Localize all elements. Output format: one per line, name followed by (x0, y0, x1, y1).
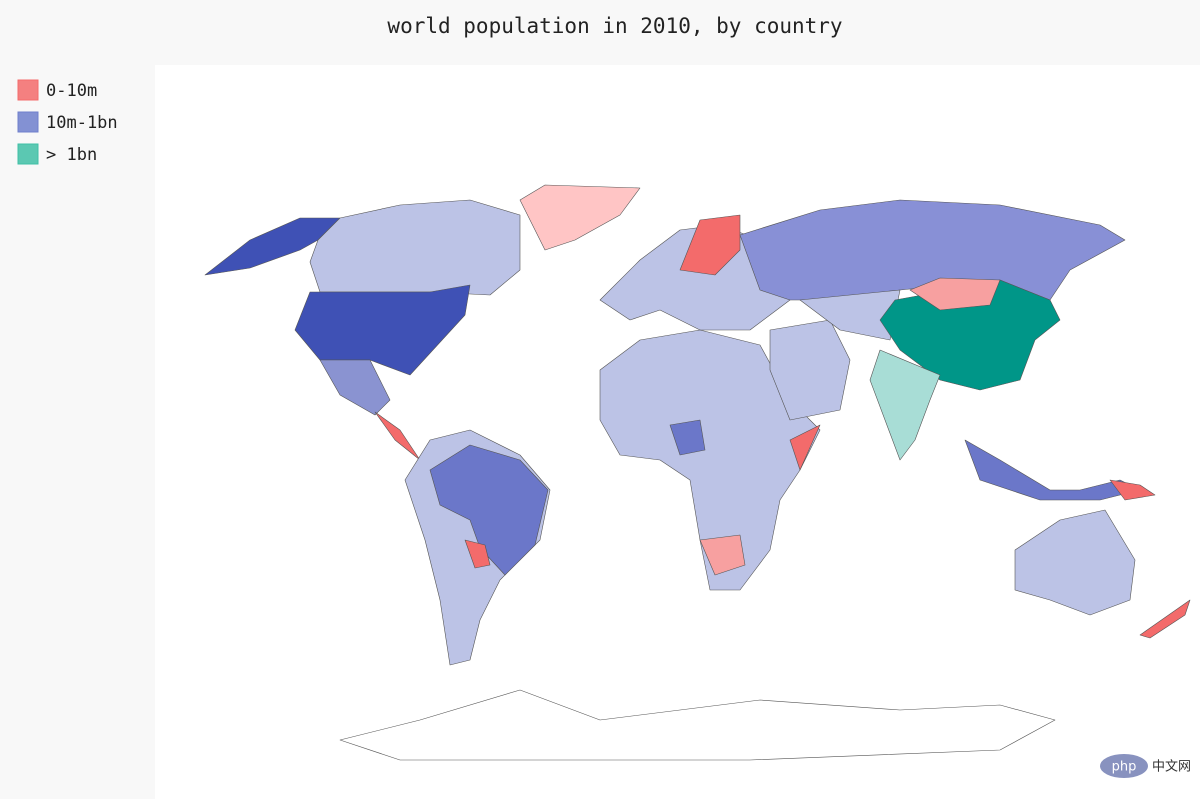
country (519, 184, 641, 251)
country (1109, 479, 1156, 501)
chart-title: world population in 2010, by country (387, 14, 842, 38)
country (869, 349, 941, 461)
country (1139, 599, 1191, 639)
legend-swatch (17, 79, 39, 101)
legend: 0-10m 10m-1bn > 1bn (17, 79, 118, 165)
country (294, 284, 471, 376)
watermark-text: 中文网 (1152, 760, 1191, 775)
country (1014, 509, 1136, 616)
watermark: php 中文网 (1100, 754, 1191, 778)
country (739, 199, 1126, 301)
country (319, 359, 391, 416)
country (679, 214, 741, 276)
country (464, 539, 491, 569)
legend-label: > 1bn (46, 145, 97, 165)
country (789, 424, 821, 471)
watermark-logo-bg (1100, 754, 1148, 778)
world-map (204, 184, 1191, 761)
country (669, 419, 706, 456)
legend-swatch (17, 143, 39, 165)
legend-swatch (17, 111, 39, 133)
legend-label: 10m-1bn (46, 113, 118, 133)
country (699, 534, 746, 576)
antarctica (339, 689, 1056, 761)
country (909, 277, 1001, 311)
legend-label: 0-10m (46, 81, 97, 101)
continent (599, 329, 821, 591)
watermark-logo: php (1112, 760, 1137, 775)
region (799, 289, 901, 341)
country (429, 444, 549, 576)
country (309, 199, 521, 296)
